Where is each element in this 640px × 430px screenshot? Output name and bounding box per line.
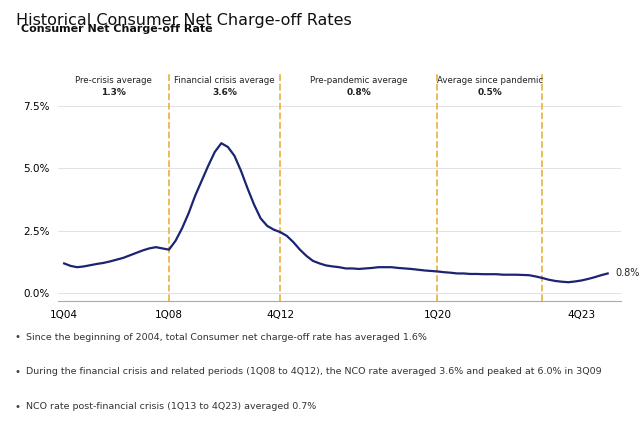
Text: •: •: [14, 367, 20, 377]
Text: Pre-crisis average: Pre-crisis average: [75, 76, 152, 85]
Text: 0.8%: 0.8%: [346, 88, 371, 97]
Text: 3.6%: 3.6%: [212, 88, 237, 97]
Text: Since the beginning of 2004, total Consumer net charge-off rate has averaged 1.6: Since the beginning of 2004, total Consu…: [26, 333, 426, 341]
Text: During the financial crisis and related periods (1Q08 to 4Q12), the NCO rate ave: During the financial crisis and related …: [26, 368, 601, 376]
Text: •: •: [14, 402, 20, 412]
Text: Financial crisis average: Financial crisis average: [174, 76, 275, 85]
Text: Consumer Net Charge-off Rate: Consumer Net Charge-off Rate: [21, 25, 212, 34]
Text: 0.5%: 0.5%: [477, 88, 502, 97]
Text: Average since pandemic: Average since pandemic: [436, 76, 543, 85]
Text: 1.3%: 1.3%: [101, 88, 125, 97]
Text: 0.8%: 0.8%: [616, 268, 640, 279]
Text: •: •: [14, 332, 20, 342]
Text: Pre-pandemic average: Pre-pandemic average: [310, 76, 408, 85]
Text: NCO rate post-financial crisis (1Q13 to 4Q23) averaged 0.7%: NCO rate post-financial crisis (1Q13 to …: [26, 402, 316, 411]
Text: Historical Consumer Net Charge-off Rates: Historical Consumer Net Charge-off Rates: [16, 13, 352, 28]
